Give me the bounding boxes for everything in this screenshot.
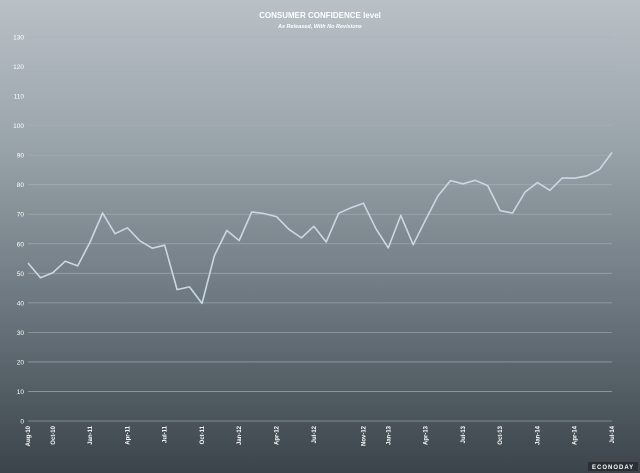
y-axis-ticks: 0 10 20 30 40 50 60 70 80 90 100 110 120 130 <box>13 35 24 426</box>
y-tick-label: 70 <box>17 212 25 219</box>
x-tick-label: Apr-12 <box>275 425 281 445</box>
chart-subtitle: As Released, With No Revisions <box>277 24 362 30</box>
brand-badge-bg <box>588 462 638 471</box>
y-tick-label: 50 <box>17 271 25 278</box>
x-tick-label: Oct-13 <box>498 425 504 444</box>
x-tick-label: Oct-10 <box>51 425 57 444</box>
y-tick-label: 130 <box>13 35 24 42</box>
series-line <box>27 152 613 305</box>
x-tick-label: Jul-14 <box>610 425 616 443</box>
x-tick-label: Jan-13 <box>386 425 392 445</box>
series-layer <box>27 152 613 305</box>
brand-badge: ECONODAY <box>588 462 638 471</box>
y-tick-label: 60 <box>17 241 25 248</box>
x-tick-label: Jan-11 <box>88 425 94 444</box>
x-tick-label: Nov-12 <box>361 425 367 446</box>
y-tick-label: 40 <box>17 300 25 307</box>
x-tick-label: Jul-13 <box>461 425 467 443</box>
y-tick-label: 90 <box>17 153 25 160</box>
y-tick-label: 110 <box>14 94 25 101</box>
y-tick-label: 10 <box>17 389 25 396</box>
x-tick-label: Jul-11 <box>163 425 169 443</box>
y-tick-label: 20 <box>17 359 25 366</box>
y-tick-label: 30 <box>17 330 25 337</box>
x-tick-label: Jan-12 <box>237 425 243 445</box>
chart-title: CONSUMER CONFIDENCE level <box>259 11 381 20</box>
x-tick-label: Apr-13 <box>424 425 430 445</box>
y-tick-label: 120 <box>13 64 24 71</box>
x-axis-ticks: Aug-10 Oct-10 Jan-11 Apr-11 Jul-11 Oct-11 Jan-… <box>26 425 616 446</box>
x-tick-label: Oct-11 <box>200 425 206 444</box>
x-tick-label: Jan-14 <box>535 425 541 445</box>
gridlines <box>28 36 612 422</box>
y-tick-label: 80 <box>17 182 25 189</box>
x-tick-label: Apr-11 <box>125 425 131 444</box>
y-tick-label: 0 <box>20 419 24 426</box>
x-tick-label: Apr-14 <box>573 425 579 445</box>
x-tick-label: Aug-10 <box>26 425 32 446</box>
x-tick-label: Jul-12 <box>312 425 318 443</box>
brand-label: ECONODAY <box>592 465 634 471</box>
y-tick-label: 100 <box>13 123 24 130</box>
